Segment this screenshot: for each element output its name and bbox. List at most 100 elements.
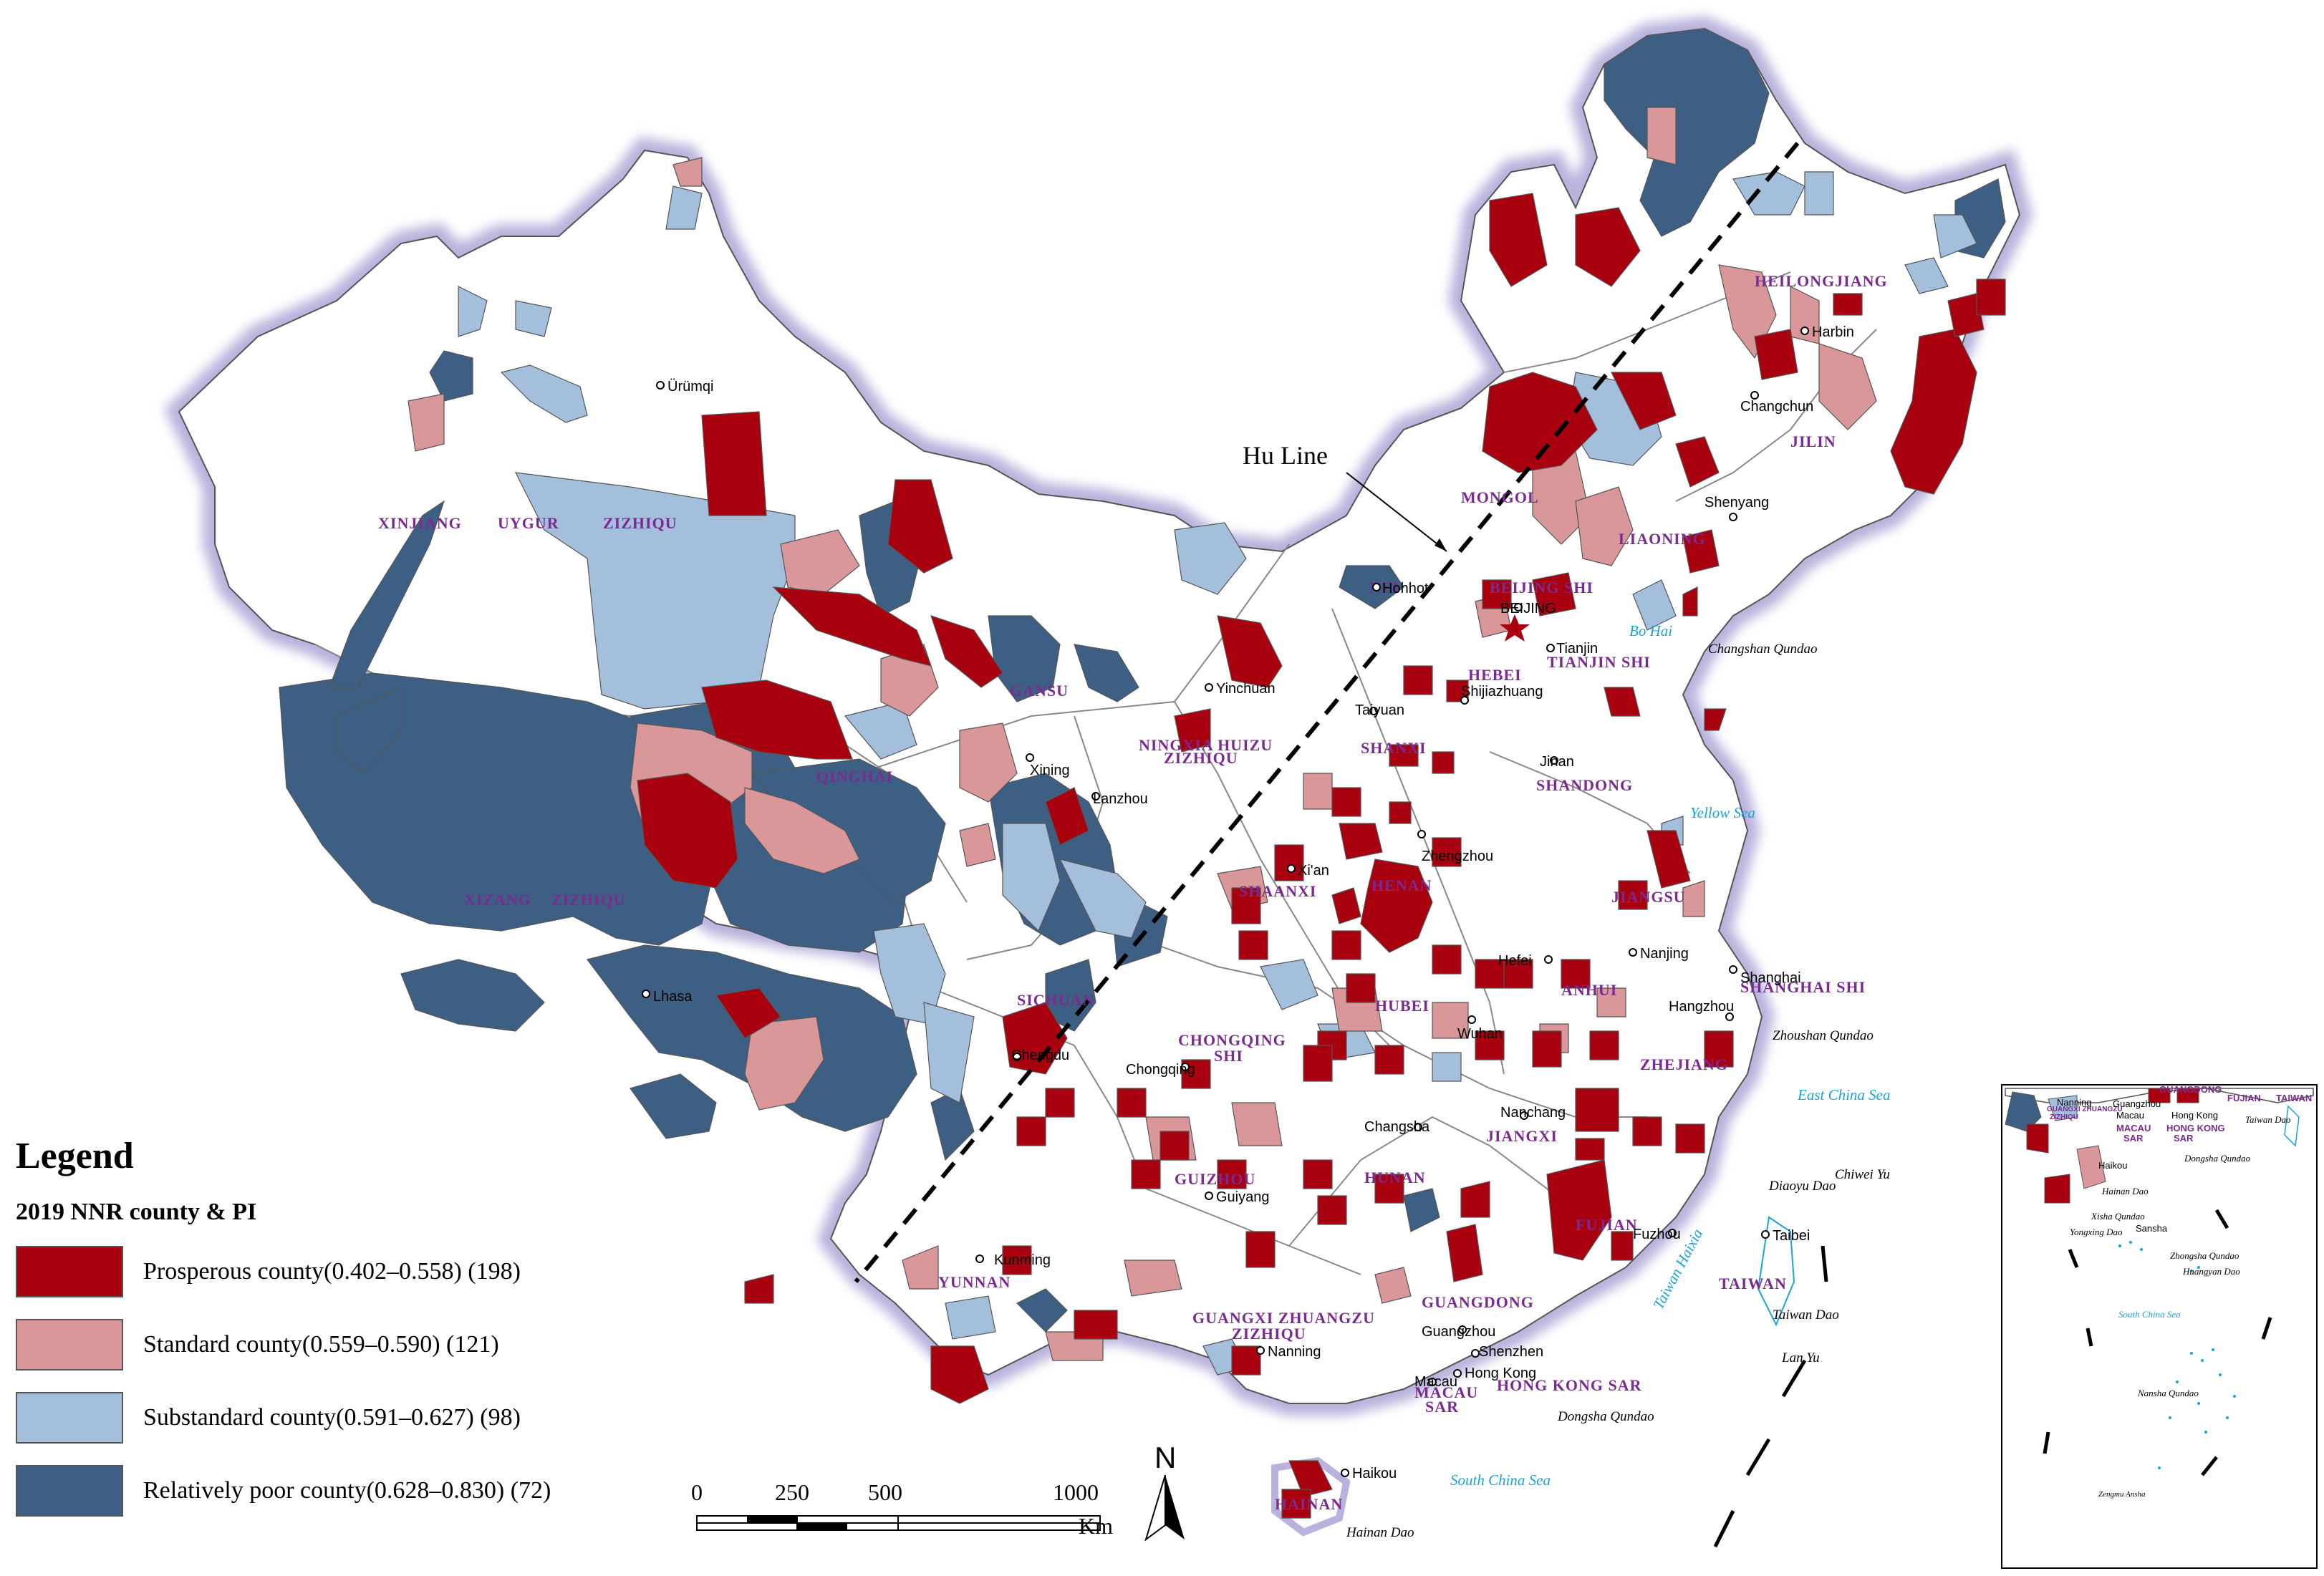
province-label: YUNNAN bbox=[938, 1273, 1011, 1291]
city-label: Hong Kong bbox=[1465, 1365, 1536, 1381]
north-arrow-icon bbox=[1144, 1474, 1166, 1542]
province-label: ZIZHIQU bbox=[1232, 1325, 1306, 1343]
province-label: HAINAN bbox=[1275, 1495, 1343, 1513]
sea-label: South China Sea bbox=[1450, 1471, 1551, 1489]
legend: Legend 2019 NNR county & PI Prosperous c… bbox=[16, 1135, 660, 1538]
province-label: SHANDONG bbox=[1536, 776, 1633, 794]
province-label: SHANXI bbox=[1361, 739, 1427, 757]
legend-item-relatively-poor: Relatively poor county(0.628–0.830) (72) bbox=[16, 1465, 660, 1517]
inset-label: Xisha Qundao bbox=[2091, 1211, 2145, 1222]
province-label: JIANGXI bbox=[1486, 1127, 1558, 1145]
inset-label: SAR bbox=[2174, 1133, 2194, 1144]
island-label: Zhoushan Qundao bbox=[1773, 1028, 1874, 1043]
inset-label: MACAU bbox=[2116, 1123, 2151, 1133]
scale-unit-label: Km bbox=[1079, 1513, 1113, 1539]
inset-label: TAIWAN bbox=[2276, 1093, 2312, 1103]
city-label: Tianjin bbox=[1556, 641, 1598, 657]
province-label: SHI bbox=[1214, 1047, 1243, 1065]
province-label: UYGUR bbox=[498, 514, 559, 532]
city-label: Lanzhou bbox=[1093, 791, 1148, 807]
inset-label: ZIZHIQU bbox=[2050, 1113, 2078, 1121]
inset-label: Nansha Qundao bbox=[2137, 1388, 2199, 1398]
scale-tick-label: 250 bbox=[775, 1479, 809, 1505]
island-label: Lan Yu bbox=[1781, 1350, 1820, 1365]
legend-swatch bbox=[16, 1465, 123, 1517]
legend-label: Standard county(0.559–0.590) (121) bbox=[143, 1331, 499, 1358]
province-label: BEIJING SHI bbox=[1490, 579, 1593, 596]
province-label: GANSU bbox=[1010, 682, 1069, 700]
hu-line-label: Hu Line bbox=[1243, 441, 1328, 470]
province-label: HEBEI bbox=[1468, 666, 1522, 684]
province-label: CHONGQING bbox=[1178, 1031, 1286, 1049]
legend-subtitle: 2019 NNR county & PI bbox=[16, 1199, 257, 1225]
city-label: Chengdu bbox=[1011, 1048, 1069, 1063]
inset-label: Haikou bbox=[2098, 1160, 2127, 1171]
city-label: Shijiazhuang bbox=[1461, 684, 1543, 700]
province-label: NINGXIA HUIZU bbox=[1139, 736, 1273, 754]
island-label: Diaoyu Dao bbox=[1768, 1179, 1836, 1194]
island-label: Dongsha Qundao bbox=[1557, 1409, 1654, 1424]
scale-bar: 0 250 500 1000 Km bbox=[691, 1479, 1113, 1539]
inset-label: Sansha bbox=[2136, 1223, 2168, 1234]
scale-tick-label: 0 bbox=[691, 1479, 703, 1505]
city-label: Haikou bbox=[1352, 1466, 1397, 1481]
province-label: TAIWAN bbox=[1719, 1275, 1787, 1292]
inset-label: Taiwan Dao bbox=[2245, 1114, 2291, 1125]
city-label: Fuzhou bbox=[1633, 1227, 1681, 1242]
inset-label: Macau bbox=[2116, 1110, 2144, 1121]
inset-label: Nanning bbox=[2057, 1097, 2091, 1108]
province-label: GUANGXI ZHUANGZU bbox=[1192, 1309, 1375, 1327]
province-label: JIANGSU bbox=[1611, 888, 1686, 906]
province-label: XIZANG bbox=[464, 891, 531, 909]
province-label: GUANGDONG bbox=[1422, 1293, 1534, 1311]
city-label: Macau bbox=[1414, 1374, 1457, 1390]
province-label: JILIN bbox=[1790, 432, 1836, 450]
province-label: SHANGHAI SHI bbox=[1740, 978, 1866, 996]
legend-swatch bbox=[16, 1319, 123, 1370]
city-label: Guiyang bbox=[1216, 1189, 1270, 1205]
province-label: SHAANXI bbox=[1239, 882, 1316, 900]
province-label: ZIZHIQU bbox=[603, 514, 678, 532]
legend-label: Prosperous county(0.402–0.558) (198) bbox=[143, 1258, 521, 1285]
legend-label: Substandard county(0.591–0.627) (98) bbox=[143, 1404, 521, 1431]
inset-label: Guangzhou bbox=[2113, 1098, 2161, 1109]
province-label: ANHUI bbox=[1561, 981, 1617, 999]
province-labels: XINJIANG UYGUR ZIZHIQU XIZANG ZIZHIQU QI… bbox=[378, 272, 1888, 1513]
province-label: MACAU bbox=[1414, 1383, 1478, 1401]
province-label: ZIZHIQU bbox=[1164, 749, 1238, 767]
city-label: Ürümqi bbox=[667, 379, 713, 395]
province-label: LIAONING bbox=[1619, 530, 1706, 548]
inset-label: Hong Kong bbox=[2171, 1110, 2218, 1121]
city-labels: Ürümqi Hohhot BEIJING Tianjin Shijiazhua… bbox=[653, 324, 1854, 1481]
hu-line: Hu Line bbox=[854, 142, 1800, 1283]
city-label: Nanjing bbox=[1640, 946, 1689, 962]
sea-label: East China Sea bbox=[1797, 1086, 1891, 1103]
prosperous-counties bbox=[637, 193, 2006, 1519]
city-label: Taibei bbox=[1773, 1228, 1810, 1244]
city-label: Lhasa bbox=[653, 989, 693, 1005]
city-label: Changsha bbox=[1364, 1119, 1430, 1135]
capital-star-icon bbox=[1500, 614, 1530, 642]
city-label: Shenzhen bbox=[1479, 1344, 1543, 1360]
inset-label: Huangyan Dao bbox=[2182, 1266, 2240, 1277]
province-label: XINJIANG bbox=[378, 514, 462, 532]
city-label: Guangzhou bbox=[1422, 1324, 1495, 1340]
inset-label: South China Sea bbox=[2118, 1309, 2181, 1320]
city-label: Yinchuan bbox=[1216, 681, 1276, 697]
province-label: SICHUAN bbox=[1017, 991, 1094, 1009]
province-label: HUNAN bbox=[1364, 1169, 1426, 1186]
city-markers bbox=[642, 327, 1809, 1477]
inset-label: SAR bbox=[2123, 1133, 2144, 1144]
city-label: BEIJING bbox=[1500, 601, 1556, 617]
city-label: Shanghai bbox=[1740, 970, 1801, 986]
sea-label: Yellow Sea bbox=[1690, 804, 1755, 821]
scale-tick-label: 1000 bbox=[1053, 1479, 1099, 1505]
city-label: Jinan bbox=[1540, 754, 1574, 770]
island-label: Chiwei Yu bbox=[1835, 1167, 1890, 1182]
island-label: Changshan Qundao bbox=[1708, 642, 1818, 657]
city-label: Taiyuan bbox=[1355, 702, 1404, 718]
province-label: HEILONGJIANG bbox=[1755, 272, 1888, 290]
city-label: Harbin bbox=[1812, 324, 1854, 340]
province-label: GUIZHOU bbox=[1175, 1170, 1255, 1188]
